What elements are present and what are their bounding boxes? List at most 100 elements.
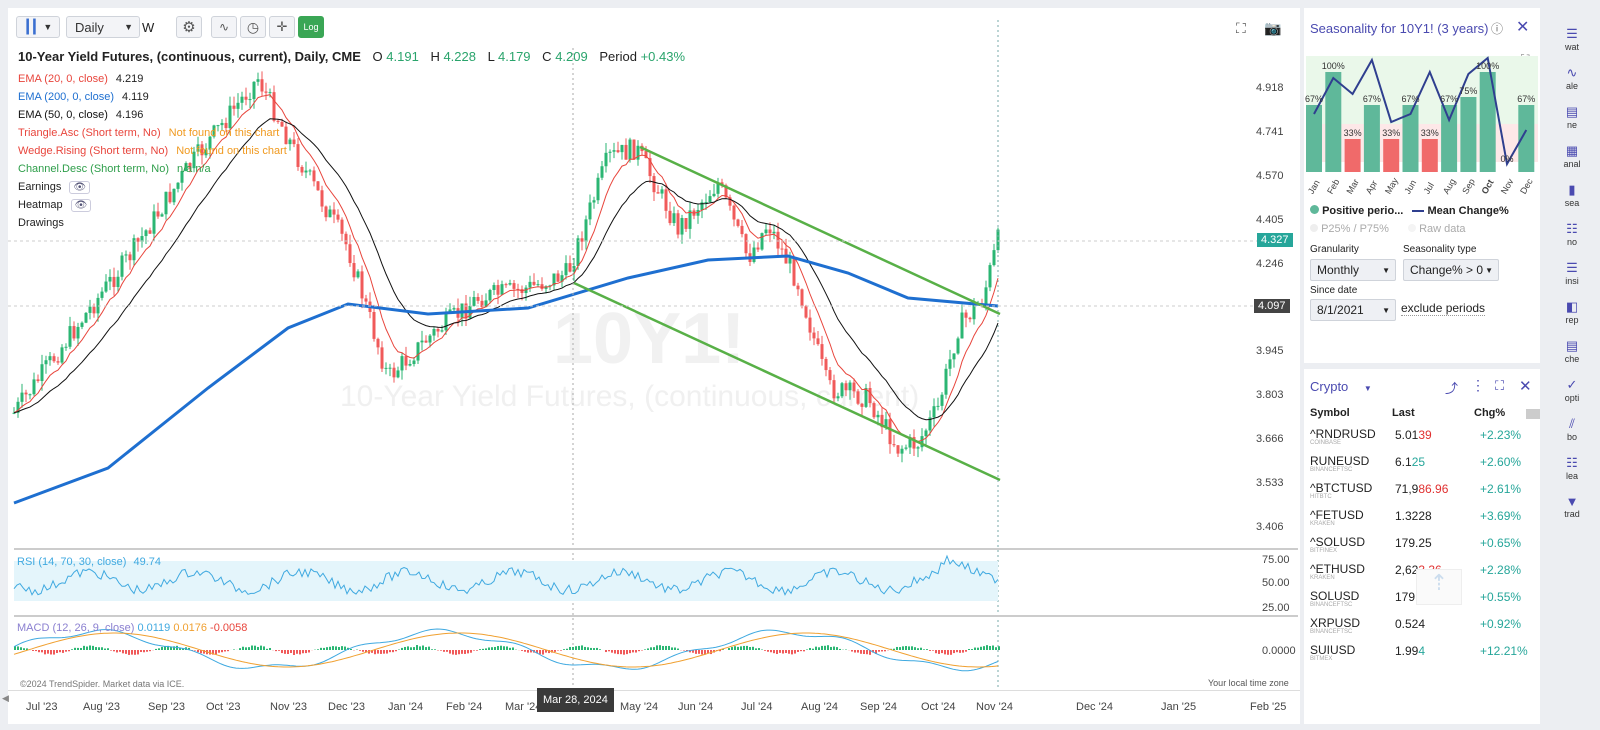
macd-bar	[503, 646, 505, 650]
sidebar-item[interactable]: ∿ ale	[1550, 65, 1594, 91]
table-row[interactable]: RUNEUSD BINANCEFTSC 6.125 +2.60%	[1304, 450, 1544, 477]
macd-bar	[110, 650, 112, 651]
scroll-left-icon[interactable]: ◀	[2, 693, 9, 703]
macd-bar	[212, 650, 214, 655]
chart-type-button[interactable]: ┃┃ ▼	[16, 16, 60, 38]
close-icon[interactable]: ✕	[1519, 378, 1532, 395]
indicator-row[interactable]: EMA (20, 0, close) 4.219	[18, 73, 143, 85]
camera-icon[interactable]: 📷	[1264, 20, 1282, 36]
crosshair-button[interactable]: ✛	[269, 16, 295, 38]
sidebar-item[interactable]: ☷ no	[1550, 221, 1594, 247]
share-icon[interactable]: ⤴	[1445, 381, 1459, 396]
sidebar-item[interactable]: ▮ sea	[1550, 182, 1594, 208]
indicator-row[interactable]: EMA (200, 0, close) 4.119	[18, 91, 149, 103]
season-bar[interactable]	[1363, 105, 1380, 172]
macd-bar	[608, 650, 610, 652]
drawing-tool-button[interactable]: ∿	[211, 16, 237, 38]
table-row[interactable]: ^BTCTUSD HITBTC 71,986.96 +2.61%	[1304, 477, 1544, 504]
scroll-top-icon[interactable]: ⇡	[1416, 569, 1462, 605]
indicator-row[interactable]: Channel.Desc (Short term, No) n/a n/a	[18, 163, 211, 175]
log-scale-button[interactable]: Log	[298, 16, 324, 38]
macd-bar	[200, 650, 202, 654]
type-label: Seasonality type	[1403, 244, 1477, 255]
macd-bar	[719, 650, 721, 652]
sidebar-item[interactable]: ▤ ne	[1550, 104, 1594, 130]
type-select[interactable]: Change% > 0 ▼	[1403, 259, 1499, 281]
season-bar[interactable]	[1441, 105, 1458, 172]
indicator-row[interactable]: Heatmap 👁	[18, 199, 92, 212]
macd-bar	[947, 650, 949, 655]
macd-value-2: 0.0176	[173, 622, 207, 634]
sidebar-item[interactable]: ☷ lea	[1550, 455, 1594, 481]
macd-bar	[965, 650, 967, 652]
watchlist-select[interactable]: Crypto ▼	[1310, 379, 1372, 394]
candle-body	[968, 317, 972, 320]
sidebar-item[interactable]: ☰ wat	[1550, 26, 1594, 52]
legend-raw[interactable]: Raw data	[1419, 223, 1466, 235]
indicator-row[interactable]: EMA (50, 0, close) 4.196	[18, 109, 143, 121]
row-symbol: ^SOLUSD	[1310, 535, 1365, 549]
macd-bar	[143, 650, 145, 653]
close-icon[interactable]: ✕	[1516, 19, 1530, 36]
timezone-label[interactable]: Your local time zone	[1208, 678, 1289, 688]
eye-icon[interactable]: 👁	[70, 199, 92, 212]
table-row[interactable]: ^FETUSD KRAKEN 1.3228 +3.69%	[1304, 504, 1544, 531]
sidebar-item[interactable]: ▤ che	[1550, 338, 1594, 364]
macd-bar	[122, 650, 124, 654]
time-axis[interactable]: Jul '23 Aug '23 Sep '23 Oct '23 Nov '23 Dec '…	[8, 690, 1300, 721]
candle-body	[936, 405, 940, 407]
header-chg[interactable]: Chg%	[1474, 407, 1506, 419]
season-bar[interactable]	[1325, 72, 1342, 172]
indicator-row[interactable]: Wedge.Rising (Short term, No) Not found o…	[18, 145, 287, 157]
interval-select[interactable]: Daily ▼	[66, 16, 140, 38]
table-row[interactable]: ^SOLUSD BITFINEX 179.25 +0.65%	[1304, 531, 1544, 558]
season-bar[interactable]	[1306, 105, 1322, 172]
candle-body	[228, 105, 232, 129]
since-date-select[interactable]: 8/1/2021 ▼	[1310, 299, 1396, 321]
row-symbol: SUIUSD	[1310, 643, 1356, 657]
header-last[interactable]: Last	[1392, 407, 1415, 419]
sidebar-item[interactable]: ✓ opti	[1550, 377, 1594, 403]
candle-body	[120, 255, 124, 277]
settings-button[interactable]: ⚙	[176, 16, 202, 38]
season-bar[interactable]	[1460, 97, 1477, 172]
macd-bar	[248, 647, 250, 650]
header-symbol[interactable]: Symbol	[1310, 407, 1350, 419]
legend-mean[interactable]: Mean Change%	[1427, 205, 1509, 217]
granularity-select[interactable]: Monthly ▼	[1310, 259, 1396, 281]
season-bar[interactable]	[1479, 72, 1496, 172]
indicator-row[interactable]: Triangle.Asc (Short term, No) Not found o…	[18, 127, 279, 139]
more-icon[interactable]: ⋮	[1471, 377, 1485, 393]
help-icon[interactable]: ⓘ	[1491, 22, 1504, 36]
open-value: 4.191	[386, 49, 419, 64]
season-bar[interactable]	[1421, 139, 1438, 172]
legend-positive[interactable]: Positive perio...	[1322, 205, 1404, 217]
legend-p25[interactable]: P25% / P75%	[1321, 223, 1389, 235]
season-bar[interactable]	[1344, 139, 1361, 172]
price-chart[interactable]	[8, 8, 1300, 724]
sidebar-item[interactable]: ▦ anal	[1550, 143, 1594, 169]
exclude-periods-link[interactable]: exclude periods	[1401, 301, 1486, 316]
replay-button[interactable]: ◷	[240, 16, 266, 38]
season-month-label: Apr	[1364, 179, 1380, 196]
eye-icon[interactable]: 👁	[69, 181, 91, 194]
season-bar[interactable]	[1518, 105, 1535, 172]
row-chg: +0.65%	[1480, 536, 1522, 550]
open-label: O	[372, 49, 383, 64]
maximize-icon[interactable]: ⛶	[1495, 378, 1505, 393]
fullscreen-icon[interactable]: ⛶	[1236, 20, 1246, 36]
sidebar-item[interactable]: ⫽ bo	[1550, 416, 1594, 442]
interval-short-button[interactable]: W	[142, 20, 155, 35]
sidebar-label: sea	[1564, 198, 1580, 208]
season-bar[interactable]	[1383, 139, 1400, 172]
indicator-row[interactable]: Earnings 👁	[18, 181, 91, 194]
price-axis[interactable]: 4.918 4.741 4.570 4.405 4.246 3.945 3.803 3.666…	[1252, 8, 1292, 548]
sidebar-item[interactable]: ◧ rep	[1550, 299, 1594, 325]
table-row[interactable]: ^RNDRUSD COINBASE 5.0139 +2.23%	[1304, 423, 1544, 450]
table-row[interactable]: XRPUSD BINANCEFTSC 0.524 +0.92%	[1304, 612, 1544, 639]
sidebar-item[interactable]: ▼ trad	[1550, 494, 1594, 519]
table-row[interactable]: SUIUSD BITMEX 1.994 +12.21%	[1304, 639, 1544, 666]
sidebar-item[interactable]: ☰ insi	[1550, 260, 1594, 286]
season-bar[interactable]	[1402, 105, 1419, 172]
indicator-row[interactable]: Drawings	[18, 217, 64, 229]
